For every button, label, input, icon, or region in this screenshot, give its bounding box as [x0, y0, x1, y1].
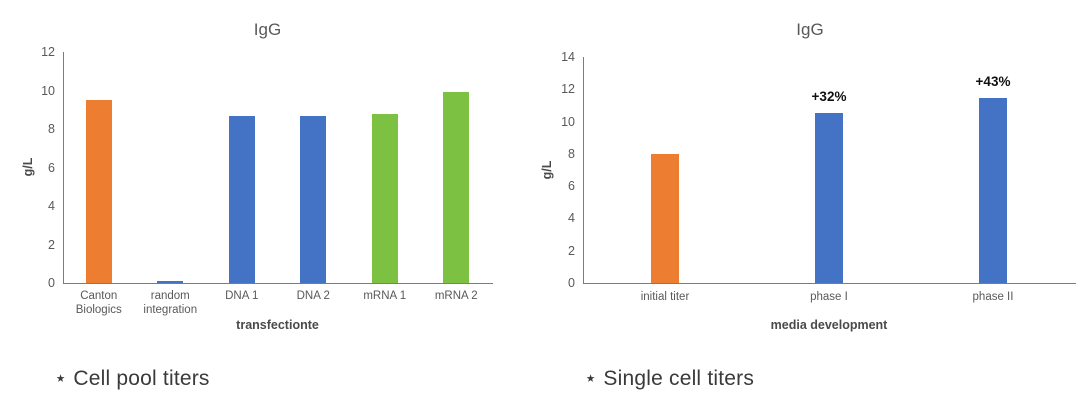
x-axis-title: media development: [770, 318, 888, 332]
plot-area: [583, 57, 1076, 284]
y-tick-label: 6: [48, 160, 55, 175]
x-category-label: DNA 1: [225, 290, 259, 302]
bar-data-label: +32%: [811, 88, 847, 104]
chart-single-cell-titers: IgG g/L media development 0 2 4 6 8 10 12 14 ini…: [540, 12, 1080, 357]
bar-dna-1: [228, 115, 255, 283]
y-tick-label: 2: [48, 237, 55, 252]
x-category-label: DNA 2: [296, 290, 330, 302]
x-category-label: mRNA 1: [363, 290, 407, 302]
x-axis-title: transfectionte: [236, 318, 319, 332]
chart-cell-pool-titers: IgG g/L transfectionte 0 2 4 6 8 10 12 Canton B…: [10, 12, 525, 357]
x-category-label: random integration: [143, 290, 198, 317]
bar-mrna-2: [443, 92, 470, 283]
bar-initial-titer: [651, 153, 679, 283]
y-tick-label: 4: [568, 211, 575, 226]
bar-canton-biologics: [85, 100, 112, 283]
bar-phase-i: [815, 112, 843, 283]
y-tick-label: 14: [561, 50, 575, 64]
caption-single-cell-titers: ⋆ Single cell titers: [584, 367, 755, 390]
chart-title: IgG: [253, 20, 282, 39]
bar-phase-ii: [979, 98, 1007, 283]
x-category-label: Canton Biologics: [75, 290, 122, 317]
y-tick-label: 12: [561, 82, 575, 97]
y-tick-label: 8: [48, 122, 55, 136]
y-tick-label: 0: [48, 276, 55, 290]
bar-dna-2: [300, 115, 327, 283]
bar-random-integration: [157, 281, 184, 283]
x-category-label: initial titer: [640, 291, 690, 303]
bar-data-label: +43%: [975, 74, 1011, 90]
y-tick-label: 10: [41, 83, 55, 98]
y-tick-label: 2: [568, 243, 575, 258]
y-tick-label: 12: [41, 45, 55, 59]
x-category-label: phase II: [972, 291, 1014, 303]
chart-title: IgG: [796, 20, 824, 39]
x-category-label: phase I: [810, 291, 848, 303]
y-tick-label: 6: [568, 179, 575, 194]
y-axis-title: g/L: [540, 160, 554, 180]
plot-area: [63, 52, 493, 284]
x-category-label: mRNA 2: [434, 290, 478, 302]
bar-mrna-1: [371, 113, 398, 283]
y-tick-label: 10: [561, 114, 575, 129]
y-tick-label: 4: [48, 199, 55, 213]
y-tick-label: 0: [568, 276, 575, 290]
y-tick-label: 8: [568, 146, 575, 161]
caption-cell-pool-titers: ⋆ Cell pool titers: [54, 367, 210, 390]
